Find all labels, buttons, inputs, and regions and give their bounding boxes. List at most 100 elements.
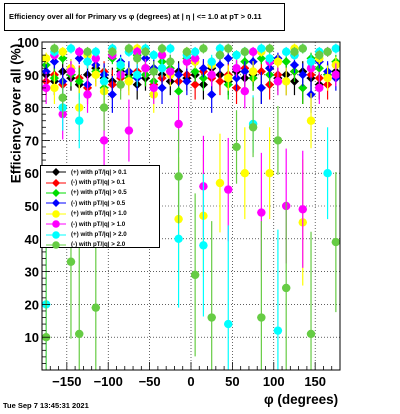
data-point	[41, 83, 51, 93]
data-point	[66, 67, 76, 76]
data-point	[281, 77, 291, 86]
data-point	[99, 103, 109, 112]
data-point	[248, 123, 258, 132]
data-point	[190, 67, 200, 77]
data-point	[132, 54, 142, 63]
data-point	[199, 241, 208, 250]
data-point	[215, 50, 225, 60]
data-point	[166, 44, 175, 53]
legend-marker	[46, 168, 66, 177]
data-point	[91, 70, 101, 80]
x-tick-label: −150	[52, 374, 81, 389]
legend-entry: (-) with pT/|q| > 0.1	[41, 177, 159, 187]
data-point	[331, 70, 341, 80]
data-point	[174, 86, 184, 96]
data-point	[58, 93, 67, 102]
legend-marker	[46, 220, 66, 228]
y-tick-label: 40	[25, 232, 39, 247]
data-point	[91, 47, 101, 57]
data-point	[83, 47, 92, 57]
data-point	[107, 89, 117, 99]
data-point	[74, 53, 84, 63]
data-point	[315, 50, 324, 60]
data-point	[116, 60, 125, 70]
legend-label: (-) with pT/|q| > 2.0	[71, 241, 126, 249]
data-point	[323, 73, 332, 83]
legend-entry: (+) with pT/|q| > 2.0	[41, 229, 159, 239]
data-point	[190, 270, 200, 280]
legend-marker	[46, 199, 66, 208]
data-point	[116, 80, 125, 89]
data-point	[41, 67, 51, 77]
data-point	[248, 67, 258, 76]
data-point	[149, 67, 158, 76]
grid	[42, 41, 340, 370]
data-point	[75, 329, 84, 339]
y-tick-label: 50	[25, 199, 39, 214]
legend-marker	[46, 241, 66, 249]
data-point	[265, 44, 274, 53]
legend-label: (-) with pT/|q| > 0.5	[71, 199, 126, 207]
data-point	[50, 83, 59, 93]
data-point	[174, 119, 183, 129]
data-point	[215, 60, 225, 70]
data-point	[257, 44, 266, 53]
data-point	[91, 303, 101, 312]
legend-entry: (-) with pT/|q| > 2.0	[41, 240, 159, 250]
data-point	[166, 67, 175, 76]
data-point	[174, 172, 183, 181]
data-point	[99, 136, 109, 145]
data-point	[198, 73, 208, 83]
legend-symbol	[52, 188, 60, 197]
data-point	[124, 77, 134, 86]
data-point	[298, 70, 308, 80]
legend-label: (+) with pT/|q| > 0.5	[71, 189, 127, 197]
data-point	[240, 87, 250, 96]
legend-entry: (+) with pT/|q| > 1.0	[41, 209, 159, 219]
data-point	[91, 54, 101, 63]
data-point	[306, 57, 316, 66]
data-point	[298, 44, 307, 53]
data-point	[149, 83, 158, 93]
data-point	[58, 53, 68, 63]
data-point	[75, 116, 84, 125]
data-point	[331, 44, 341, 53]
x-tick-label: 50	[225, 374, 239, 389]
data-point	[140, 53, 150, 63]
y-tick-label: 30	[25, 265, 39, 280]
data-point	[273, 326, 283, 335]
x-tick-label: 0	[187, 374, 194, 389]
data-point	[257, 208, 266, 217]
data-point	[157, 50, 167, 60]
data-point	[215, 76, 225, 86]
data-point	[224, 44, 233, 53]
data-point	[207, 313, 216, 322]
legend-label: (+) with pT/|q| > 1.0	[71, 210, 127, 218]
legend-marker	[46, 209, 66, 218]
data-point	[182, 57, 192, 66]
data-point	[273, 136, 283, 145]
data-point	[224, 73, 233, 83]
legend-label: (-) with pT/|q| > 1.0	[71, 220, 126, 228]
data-point	[215, 44, 225, 53]
x-axis-title: φ (degrees)	[264, 392, 339, 407]
y-tick-label: 60	[25, 166, 39, 181]
data-point	[66, 44, 76, 53]
y-tick-label: 90	[25, 68, 39, 83]
data-point	[49, 57, 59, 67]
data-point	[198, 63, 208, 73]
data-point	[50, 44, 59, 53]
data-point	[124, 126, 134, 135]
data-point	[190, 80, 200, 90]
legend-marker	[46, 178, 66, 187]
data-point	[141, 64, 150, 73]
legend-entry: (+) with pT/|q| > 0.1	[41, 167, 159, 177]
data-point	[232, 73, 242, 83]
data-point	[83, 57, 92, 66]
data-point	[157, 44, 167, 53]
y-tick-label: 100	[17, 35, 39, 50]
data-point	[289, 60, 299, 70]
data-point	[256, 67, 266, 77]
data-point	[74, 76, 84, 86]
